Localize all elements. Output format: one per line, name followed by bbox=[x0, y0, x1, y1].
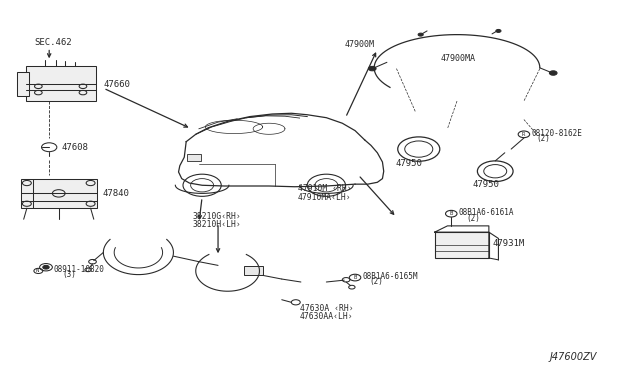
Text: 47608: 47608 bbox=[62, 143, 89, 152]
Text: (2): (2) bbox=[467, 214, 481, 222]
Circle shape bbox=[43, 265, 49, 269]
Circle shape bbox=[549, 71, 557, 75]
Text: R: R bbox=[522, 132, 525, 137]
Circle shape bbox=[369, 66, 376, 71]
Text: 38210H‹LH›: 38210H‹LH› bbox=[193, 220, 241, 229]
Circle shape bbox=[418, 33, 423, 36]
Text: 08B1A6-6165M: 08B1A6-6165M bbox=[363, 272, 418, 281]
Text: (3): (3) bbox=[62, 270, 76, 279]
Bar bbox=[26, 66, 96, 101]
Text: 38210G‹RH›: 38210G‹RH› bbox=[193, 212, 241, 221]
Bar bbox=[244, 266, 262, 275]
Text: N: N bbox=[36, 269, 39, 273]
Text: 08B1A6-6161A: 08B1A6-6161A bbox=[459, 208, 515, 217]
Text: 47900MA: 47900MA bbox=[440, 54, 475, 63]
Text: 08120-8162E: 08120-8162E bbox=[532, 129, 582, 138]
Text: 47630AA‹LH›: 47630AA‹LH› bbox=[300, 312, 353, 321]
Bar bbox=[435, 232, 489, 258]
Text: J47600ZV: J47600ZV bbox=[549, 352, 596, 362]
Text: (2): (2) bbox=[537, 134, 550, 143]
Bar bbox=[20, 179, 97, 208]
Text: (2): (2) bbox=[370, 278, 383, 286]
Bar bbox=[188, 154, 202, 161]
Text: 47910M ‹RH›: 47910M ‹RH› bbox=[298, 184, 351, 193]
Text: 47910MA‹LH›: 47910MA‹LH› bbox=[298, 193, 351, 202]
Text: 47840: 47840 bbox=[102, 189, 129, 198]
Text: B: B bbox=[353, 275, 356, 280]
Text: 47950: 47950 bbox=[395, 158, 422, 168]
Circle shape bbox=[496, 29, 501, 32]
Text: 08911-10820: 08911-10820 bbox=[54, 264, 104, 273]
Text: B: B bbox=[449, 211, 452, 216]
Text: 47931M: 47931M bbox=[492, 239, 524, 248]
Bar bbox=[17, 71, 29, 96]
Text: 47630A ‹RH›: 47630A ‹RH› bbox=[300, 304, 353, 313]
Text: 47950: 47950 bbox=[473, 180, 500, 189]
Text: SEC.462: SEC.462 bbox=[35, 38, 72, 47]
Text: 47660: 47660 bbox=[103, 80, 130, 89]
Text: 47900M: 47900M bbox=[344, 41, 374, 49]
